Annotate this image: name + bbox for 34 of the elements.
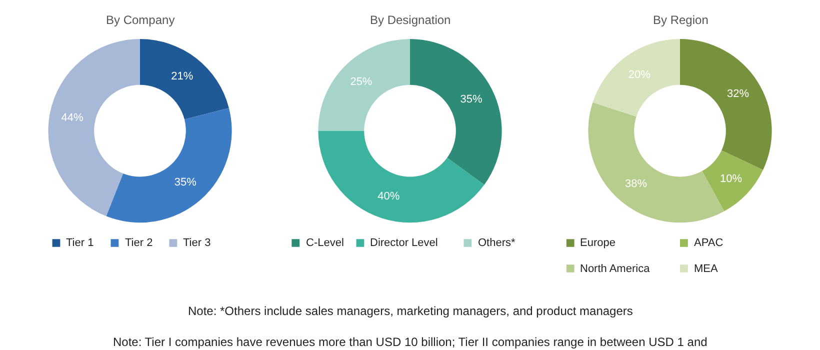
data-label: 44%: [61, 112, 84, 124]
chart-title: By Company: [106, 13, 175, 27]
data-label: 35%: [460, 94, 482, 106]
donut-slice: [592, 39, 680, 117]
chart-title: By Designation: [370, 13, 451, 27]
legend-label: Europe: [580, 237, 616, 249]
donut-slice: [318, 130, 484, 222]
donut-slice: [140, 39, 229, 120]
legend-label: MEA: [694, 263, 718, 275]
donut-slice: [318, 39, 410, 131]
legend-label: Tier 3: [183, 237, 211, 249]
donut-slice: [410, 39, 502, 185]
data-label: 21%: [171, 70, 194, 82]
text: Note: Tier I companies have revenues more than USD 10 billion; Tier II companies range in between USD 1 and: [113, 335, 708, 349]
data-label: 38%: [624, 178, 648, 190]
legend-label: Tier 1: [66, 237, 94, 249]
donut-slice: [106, 108, 232, 223]
text: Note: *Others include sales managers, marketing managers, and product managers: [188, 304, 633, 318]
donut-slice: [48, 39, 140, 216]
data-label: 32%: [727, 88, 750, 100]
legend-label: APAC: [694, 237, 724, 249]
data-label: 25%: [350, 76, 372, 88]
data-label: 35%: [174, 176, 197, 188]
data-label: 10%: [720, 172, 742, 185]
donut-slice: [680, 39, 772, 170]
legend-label: C-Level: [306, 237, 344, 249]
legend-label: North America: [580, 263, 651, 275]
legend-label: Others*: [478, 237, 516, 249]
chart-title: By Region: [653, 13, 708, 27]
donut-slice: [702, 150, 764, 212]
data-label: 40%: [378, 190, 400, 202]
data-label: 20%: [628, 69, 651, 82]
legend-label: Tier 2: [125, 237, 153, 249]
legend-label: Director Level: [370, 237, 438, 249]
